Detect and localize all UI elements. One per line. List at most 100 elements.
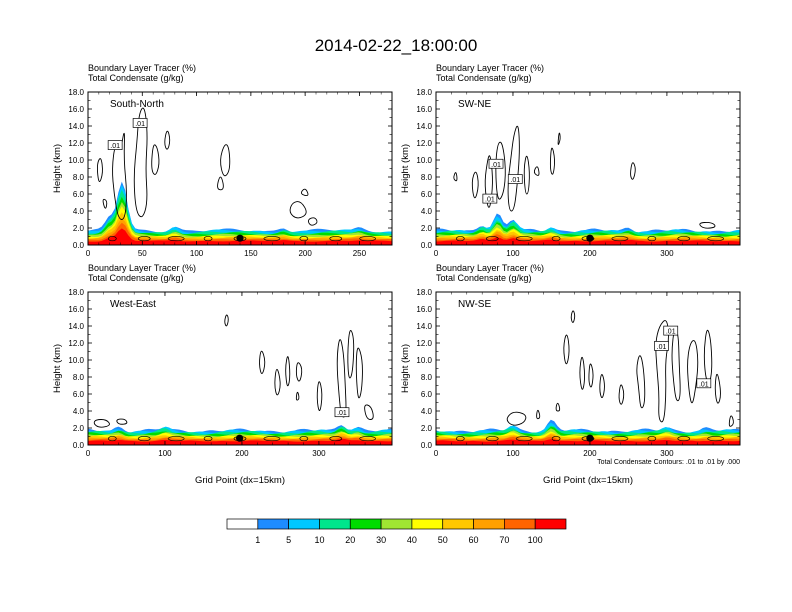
x-tick-label: 50 <box>138 249 147 258</box>
condensate-contour <box>167 236 185 242</box>
condensate-contour <box>618 384 625 405</box>
condensate-contour <box>703 329 713 384</box>
y-tick-label: 10.0 <box>416 356 432 365</box>
y-tick-label: 2.0 <box>421 224 433 233</box>
y-tick-label: 6.0 <box>73 190 85 199</box>
condensate-contour <box>359 236 377 242</box>
x-tick-label: 0 <box>434 449 439 458</box>
colorbar-swatch <box>411 518 444 530</box>
condensate-contour <box>137 436 151 442</box>
condensate-contour <box>515 236 533 242</box>
x-axis-label: Grid Point (dx=15km) <box>543 475 633 486</box>
colorbar-label: 1 <box>255 535 260 545</box>
condensate-contour <box>453 172 458 182</box>
y-tick-label: 12.0 <box>416 139 432 148</box>
condensate-contour <box>336 339 347 418</box>
condensate-contour <box>495 141 506 200</box>
contour-note: Total Condensate Contours: .01 to .01 by… <box>597 459 740 466</box>
tracer-band <box>88 218 392 245</box>
condensate-contour <box>611 436 629 442</box>
condensate-contour <box>299 436 309 442</box>
condensate-contour <box>728 415 734 427</box>
colorbar-label: 60 <box>469 535 479 545</box>
condensate-contour <box>167 436 185 442</box>
contour-label: .01 <box>132 118 148 128</box>
condensate-contour <box>299 236 309 242</box>
condensate-contour <box>699 221 716 229</box>
condensate-contour <box>677 236 691 242</box>
y-tick-label: 4.0 <box>421 207 433 216</box>
condensate-contour <box>259 350 266 374</box>
x-tick-label: 0 <box>86 449 91 458</box>
contour-label: .01 <box>507 174 523 184</box>
condensate-contour <box>636 355 646 409</box>
panel-header-line: Boundary Layer Tracer (%) <box>436 263 544 273</box>
x-tick-label: 250 <box>353 249 367 258</box>
condensate-contour <box>599 374 605 399</box>
plot-frame <box>435 91 741 246</box>
condensate-contour <box>485 236 499 242</box>
x-tick-label: 300 <box>312 449 326 458</box>
y-tick-label: 18.0 <box>416 288 432 297</box>
condensate-contour <box>647 236 657 242</box>
colorbar-swatch <box>349 518 382 530</box>
condensate-contour <box>630 162 636 180</box>
y-tick-label: 10.0 <box>68 356 84 365</box>
panel-header-line: Boundary Layer Tracer (%) <box>88 63 196 73</box>
svg-text:.01: .01 <box>657 344 667 351</box>
y-tick-label: 8.0 <box>421 173 433 182</box>
x-tick-label: 0 <box>86 249 91 258</box>
y-tick-label: 16.0 <box>416 105 432 114</box>
condensate-contour <box>133 107 148 218</box>
plot-frame <box>87 91 393 246</box>
colorbar-label: 20 <box>345 535 355 545</box>
svg-text:.01: .01 <box>510 177 520 184</box>
panel-sw-ne: Boundary Layer Tracer (%)Total Condensat… <box>400 63 741 258</box>
condensate-contours <box>453 125 725 242</box>
condensate-contour <box>687 340 699 404</box>
condensate-contour <box>455 436 465 442</box>
condensate-contour <box>536 409 541 420</box>
y-tick-label: 8.0 <box>421 373 433 382</box>
condensate-contour <box>329 236 343 242</box>
y-tick-label: 10.0 <box>68 156 84 165</box>
condensate-contour <box>107 236 117 242</box>
svg-text:.01: .01 <box>699 381 709 388</box>
colorbar-label: 10 <box>314 535 324 545</box>
svg-text:.01: .01 <box>337 410 347 417</box>
colorbar-label: 100 <box>528 535 543 545</box>
condensate-contour <box>570 310 576 323</box>
condensate-contours <box>93 314 377 442</box>
x-tick-label: 200 <box>235 449 249 458</box>
colorbar-swatch <box>257 518 289 530</box>
condensate-contour <box>707 236 725 242</box>
contour-label: .01 <box>488 158 504 169</box>
y-tick-label: 14.0 <box>416 122 432 131</box>
condensate-contour <box>263 236 281 242</box>
y-axis-label: Height (km) <box>52 144 63 193</box>
colorbar-label: 50 <box>438 535 448 545</box>
condensate-contour <box>557 132 561 145</box>
x-tick-label: 100 <box>158 449 172 458</box>
location-marker <box>586 434 594 442</box>
condensate-contour <box>220 144 231 177</box>
colorbar-swatch <box>534 518 567 530</box>
panel-header-line: Total Condensate (g/kg) <box>88 273 184 283</box>
condensate-contour <box>533 166 540 176</box>
panels: Boundary Layer Tracer (%) Total Condensat… <box>52 63 741 486</box>
contour-label: .01 <box>663 325 679 336</box>
colorbar-swatch <box>288 518 320 530</box>
y-tick-label: 12.0 <box>416 339 432 348</box>
condensate-contour <box>455 236 465 242</box>
condensate-contour <box>116 418 128 425</box>
y-axis-label: Height (km) <box>400 344 411 393</box>
condensate-contour <box>515 436 533 442</box>
y-tick-label: 0.0 <box>421 441 433 450</box>
colorbar-swatch <box>380 518 413 530</box>
condensate-contour <box>364 404 374 420</box>
plot-frame <box>87 291 393 446</box>
svg-text:.01: .01 <box>491 162 501 169</box>
y-axis-label: Height (km) <box>400 144 411 193</box>
condensate-contour <box>551 236 561 242</box>
